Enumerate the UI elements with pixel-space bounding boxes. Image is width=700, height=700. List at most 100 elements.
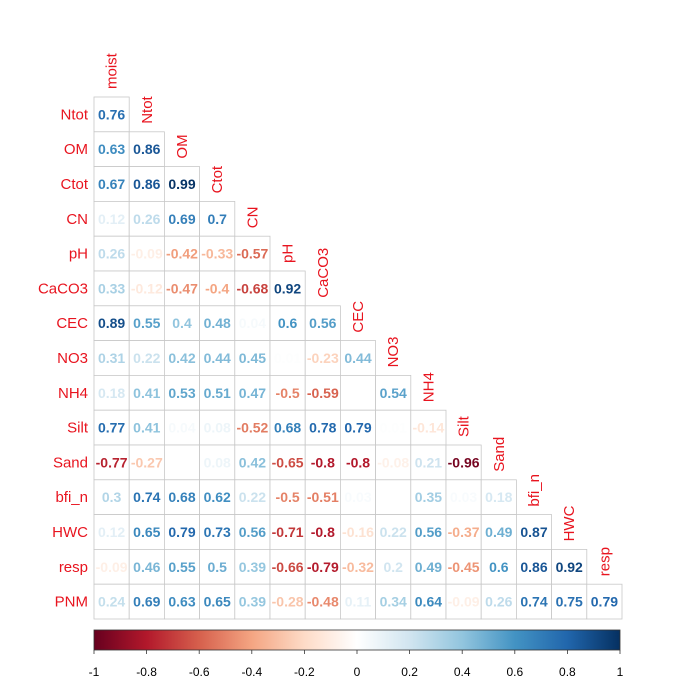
cell-Ctot-OM [163, 166, 200, 202]
cell-value: 0.56 [309, 315, 336, 331]
row-label-CN: CN [66, 211, 88, 228]
cell-value: 0.69 [168, 211, 195, 227]
cell-value: 0.24 [98, 594, 125, 610]
cell-value: -0.16 [342, 524, 374, 540]
cell-value: -0.68 [236, 280, 268, 296]
cell-value: 0.86 [133, 141, 160, 157]
cell-HWC-Ctot [199, 514, 236, 550]
cell-PNM-pH [269, 583, 306, 620]
cell-value: -0.4 [205, 280, 229, 296]
cell-value: 0.26 [133, 211, 160, 227]
row-label-resp: resp [59, 559, 88, 576]
cell-value: -0.8 [346, 454, 370, 470]
column-labels: moist Ntot OM Ctot CN pH CaCO3 CEC NO3 NH4 Silt San… [104, 52, 614, 576]
cell-value: 0.65 [133, 524, 160, 540]
cell-value: 0.42 [239, 454, 266, 470]
cell-value: 0.22 [133, 350, 160, 366]
cell-bfi_n-NH4 [410, 479, 447, 515]
cell-value: 0.78 [309, 420, 336, 436]
cell-value: 0.54 [380, 385, 407, 401]
cell-value: 0.46 [133, 559, 160, 575]
cell-NO3-OM [163, 340, 200, 376]
row-label-OM: OM [64, 141, 88, 158]
cell-value: -0.59 [307, 385, 339, 401]
row-label-pH: pH [69, 246, 88, 263]
colorbar-tick-label: 0.6 [506, 665, 523, 679]
cell-value: 0.44 [344, 350, 371, 366]
cell-Silt-CN [234, 409, 271, 446]
cell-value: -0.12 [131, 280, 163, 296]
cell-value: 0.26 [485, 594, 512, 610]
cell-Sand-moist [93, 444, 130, 481]
cell-PNM-CEC [339, 583, 376, 620]
cell-value: 0.41 [133, 385, 160, 401]
cell-value: 0.68 [168, 489, 195, 505]
cell-value: -0.96 [448, 454, 480, 470]
cell-Silt-NH4 [410, 409, 447, 446]
row-label-CEC: CEC [56, 315, 88, 332]
cell-value: 0.18 [485, 489, 512, 505]
cell-bfi_n-CEC [339, 479, 376, 515]
row-label-Ntot: Ntot [60, 106, 88, 123]
cell-value: 0.89 [98, 315, 125, 331]
cell-value: 0.12 [98, 524, 125, 540]
cell-resp-HWC [551, 549, 588, 585]
cell-value: 0.49 [415, 559, 442, 575]
cell-value: 0.92 [274, 280, 301, 296]
column-label-CN: CN [244, 207, 261, 229]
cell-value: 0.39 [239, 559, 266, 575]
cell-value: 0.63 [98, 141, 125, 157]
cell-value: -0.5 [276, 385, 300, 401]
cell-resp-Sand [480, 549, 517, 585]
cell-resp-bfi_n [516, 549, 553, 585]
cell-value: -0.42 [166, 246, 198, 262]
cell-value: 0.73 [204, 524, 231, 540]
cell-value: 0.21 [415, 454, 442, 470]
cell-PNM-CN [234, 583, 271, 620]
cell-value: -0.14 [412, 420, 444, 436]
cell-Silt-moist [93, 409, 130, 446]
cell-value: -0.77 [96, 454, 128, 470]
cell-bfi_n-Ctot [199, 479, 236, 515]
colorbar-tick-label: -0.6 [189, 665, 210, 679]
cell-value: -0.32 [342, 559, 374, 575]
cell-value: 0.08 [204, 454, 231, 470]
cell-value: -0.71 [272, 524, 304, 540]
row-label-NO3: NO3 [57, 350, 88, 367]
cell-value: -0.48 [307, 594, 339, 610]
cell-value: -0.23 [307, 350, 339, 366]
row-label-NH4: NH4 [58, 385, 88, 402]
cell-value: 0.03 [344, 489, 371, 505]
cell-value: 0.68 [274, 420, 301, 436]
cell-value: 0.01 [380, 420, 407, 436]
cell-HWC-pH [269, 514, 306, 550]
matrix-cells: 0.76 0.63 0.86 0.67 0.86 0.99 0.12 0.26 0.69 0.7 0… [93, 96, 623, 620]
cell-NH4-CaCO3 [304, 374, 341, 411]
cell-value: 0.42 [168, 350, 195, 366]
row-label-bfi_n: bfi_n [55, 489, 88, 506]
cell-bfi_n-Sand [480, 479, 517, 515]
cell-CaCO3-Ctot [199, 270, 236, 307]
cell-Silt-OM [163, 409, 200, 446]
cell-value: 0.92 [556, 559, 583, 575]
cell-bfi_n-NO3 [375, 479, 412, 515]
cell-value: 0.31 [98, 350, 125, 366]
cell-value: -0.09 [96, 559, 128, 575]
cell-value: -0.51 [307, 489, 339, 505]
colorbar-tick-label: -1 [89, 665, 100, 679]
cell-value: 0 [354, 385, 362, 401]
cell-HWC-OM [163, 514, 200, 550]
cell-value: -0.79 [307, 559, 339, 575]
cell-value: 0.18 [98, 385, 125, 401]
cell-CaCO3-Ntot [128, 270, 165, 307]
cell-value: 0.56 [239, 524, 266, 540]
cell-value: 0.51 [204, 385, 231, 401]
column-label-pH: pH [280, 244, 297, 263]
cell-value: 0.11 [345, 594, 372, 610]
cell-value: -0.47 [166, 280, 198, 296]
cell-value: 0.35 [415, 489, 442, 505]
cell-value: 0.2 [383, 559, 403, 575]
cell-value: -0.08 [377, 454, 409, 470]
cell-CEC-pH [269, 305, 306, 341]
cell-CEC-CaCO3 [304, 305, 341, 341]
